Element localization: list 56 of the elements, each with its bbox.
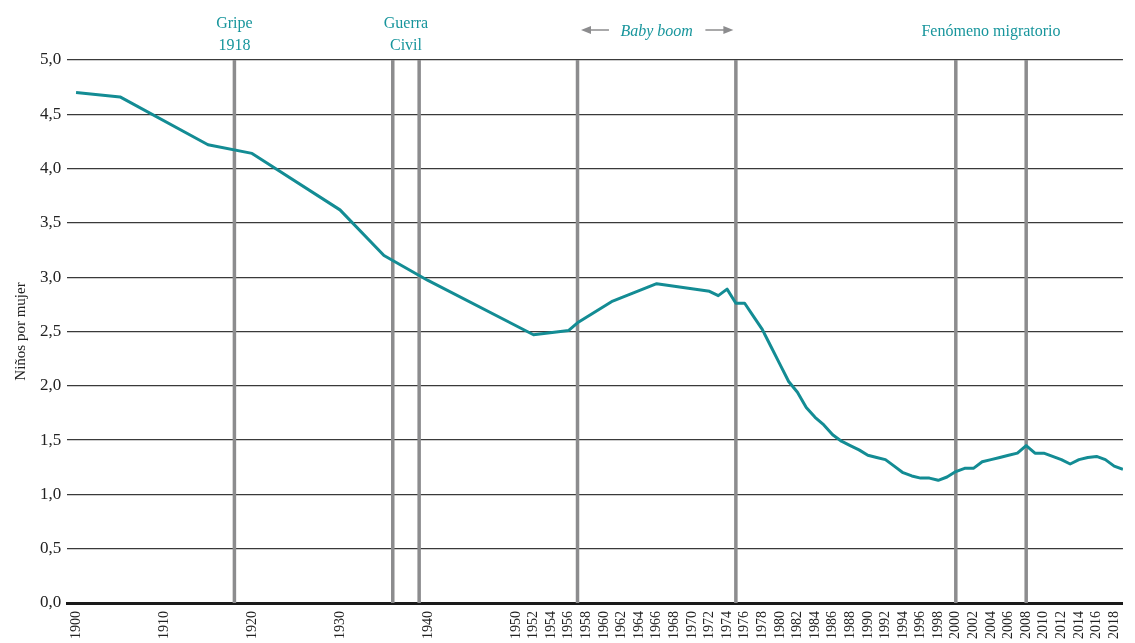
x-tick-label: 1988	[841, 611, 857, 639]
y-axis-title: Niños por mujer	[11, 282, 28, 381]
y-tick-label: 5,0	[40, 49, 62, 69]
x-tick-label: 2004	[982, 611, 998, 639]
x-tick-label: 1980	[771, 611, 787, 639]
x-tick-label: 2016	[1088, 611, 1104, 639]
x-tick-label: 1966	[648, 611, 664, 639]
x-tick-label: 2000	[947, 611, 963, 639]
x-tick-label: 1986	[824, 611, 840, 639]
x-tick-label: 2002	[965, 611, 981, 639]
x-tick-label: 2018	[1105, 611, 1121, 639]
x-tick-label: 1930	[331, 611, 347, 639]
ref-line-label: Fenómeno migratorio	[921, 22, 1061, 40]
x-tick-label: 1970	[683, 611, 699, 639]
x-tick-label: 1978	[753, 611, 769, 639]
x-tick-label: 1900	[67, 611, 83, 639]
x-tick-label: 1940	[419, 611, 435, 639]
x-tick-label: 2010	[1035, 611, 1051, 639]
y-tick-label: 2,0	[40, 375, 62, 395]
y-tick-label: 4,5	[40, 103, 62, 123]
y-tick-label: 0,0	[40, 592, 62, 612]
x-tick-label: 1920	[243, 611, 259, 639]
x-tick-label: 1972	[701, 611, 717, 639]
x-tick-label: 1964	[630, 611, 646, 639]
x-tick-label: 1910	[155, 611, 171, 639]
x-tick-label: 1960	[595, 611, 611, 639]
y-tick-label: 2,5	[40, 320, 62, 340]
x-tick-label: 2008	[1017, 611, 1033, 639]
x-tick-label: 1990	[859, 611, 875, 639]
x-tick-label: 1982	[789, 611, 805, 639]
x-tick-label: 2012	[1053, 611, 1069, 639]
x-tick-label: 1950	[507, 611, 523, 639]
y-tick-label: 3,0	[40, 266, 62, 286]
x-tick-label: 1984	[806, 611, 822, 639]
legend-label: Baby boom	[620, 22, 693, 40]
ref-line-label: Gripe 1918	[216, 14, 253, 53]
x-tick-label: 1958	[577, 611, 593, 639]
x-tick-label: 1998	[929, 611, 945, 639]
y-tick-label: 3,5	[40, 212, 62, 232]
x-tick-label: 1994	[894, 611, 910, 639]
x-tick-label: 1968	[665, 611, 681, 639]
y-tick-label: 1,5	[40, 429, 62, 449]
x-tick-label: 1956	[560, 611, 576, 639]
x-tick-label: 1996	[912, 611, 928, 639]
y-tick-label: 0,5	[40, 538, 62, 558]
x-tick-label: 1954	[542, 611, 558, 639]
x-tick-label: 1976	[736, 611, 752, 639]
y-tick-label: 1,0	[40, 483, 62, 503]
x-tick-label: 1952	[525, 611, 541, 639]
x-tick-label: 2006	[1000, 611, 1016, 639]
x-tick-label: 1992	[877, 611, 893, 639]
ref-line-label: Guerra Civil	[383, 14, 429, 53]
x-tick-label: 1962	[613, 611, 629, 639]
x-tick-label: 1974	[718, 611, 734, 639]
x-tick-label: 2014	[1070, 611, 1086, 639]
y-tick-label: 4,0	[40, 158, 62, 178]
